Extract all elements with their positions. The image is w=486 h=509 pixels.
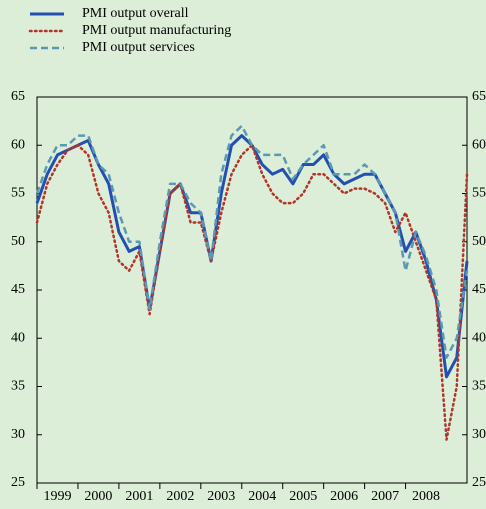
legend: PMI output overall PMI output manufacturi… — [28, 6, 231, 55]
x-tick-label: 2000 — [84, 489, 112, 504]
x-tick-label: 2008 — [412, 489, 440, 504]
legend-label: PMI output overall — [82, 6, 189, 21]
y-tick-label: 35 — [11, 379, 25, 394]
y2-tick-label: 50 — [472, 234, 486, 249]
x-tick-label: 2001 — [125, 489, 153, 504]
y2-tick-label: 40 — [472, 330, 486, 345]
x-tick-label: 2004 — [248, 489, 276, 504]
y-tick-label: 60 — [11, 137, 25, 152]
y2-tick-label: 25 — [472, 475, 486, 490]
legend-label: PMI output manufacturing — [82, 23, 231, 38]
x-tick-label: 2006 — [330, 489, 358, 504]
x-tick-label: 2003 — [207, 489, 235, 504]
x-tick-label: 1999 — [43, 489, 71, 504]
y-tick-label: 45 — [11, 282, 25, 297]
y2-tick-label: 35 — [472, 379, 486, 394]
y2-tick-label: 60 — [472, 137, 486, 152]
y2-tick-label: 30 — [472, 427, 486, 442]
y2-tick-label: 45 — [472, 282, 486, 297]
x-tick-label: 2002 — [166, 489, 194, 504]
y-tick-label: 25 — [11, 475, 25, 490]
legend-label: PMI output services — [82, 40, 195, 55]
x-tick-label: 2007 — [371, 489, 399, 504]
y-tick-label: 65 — [11, 89, 25, 104]
y-tick-label: 40 — [11, 330, 25, 345]
y2-tick-label: 65 — [472, 89, 486, 104]
x-tick-label: 2005 — [289, 489, 317, 504]
y-tick-label: 30 — [11, 427, 25, 442]
y2-tick-label: 55 — [472, 186, 486, 201]
y-tick-label: 50 — [11, 234, 25, 249]
series-line — [35, 124, 469, 359]
y-tick-label: 55 — [11, 186, 25, 201]
